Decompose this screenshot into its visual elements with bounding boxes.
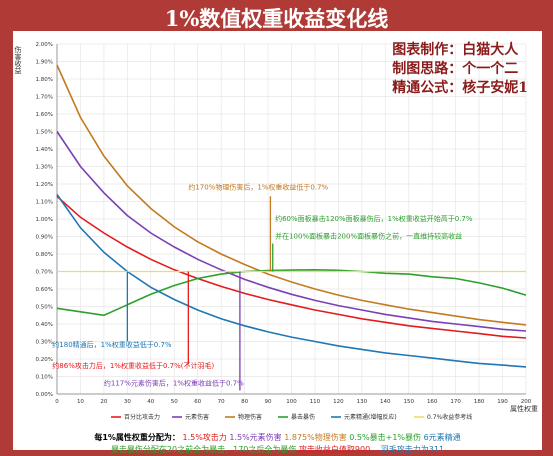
line-chart: 0 10 20 30 40 50 60 70 80 90 100 110 120 130 140 150 160… bbox=[14, 42, 538, 421]
footer-label: 每1%属性权重分配为： bbox=[94, 433, 180, 442]
footer-note: 羽毛攻击力为311 bbox=[380, 445, 445, 454]
x-tick-label: 90 bbox=[265, 399, 272, 405]
x-tick-label: 20 bbox=[100, 399, 107, 405]
y-axis-label: 伤害收益 bbox=[14, 45, 22, 74]
footer-note: 攻击收益白值取900， bbox=[298, 445, 379, 454]
x-tick-label: 10 bbox=[77, 399, 84, 405]
chart-panel: 0 10 20 30 40 50 60 70 80 90 100 110 120 130 140 150 160… bbox=[13, 31, 542, 454]
y-tick-label: 0.00% bbox=[36, 392, 53, 398]
y-tick-label: 1.90% bbox=[36, 60, 53, 66]
y-tick-label: 0.50% bbox=[36, 305, 53, 311]
x-tick-label: 40 bbox=[147, 399, 154, 405]
series-line bbox=[56, 194, 527, 368]
legend-label: 物理伤害 bbox=[238, 413, 262, 421]
series-line bbox=[56, 64, 527, 326]
x-tick-label: 70 bbox=[218, 399, 225, 405]
legend-label: 元素伤害 bbox=[185, 413, 209, 421]
annotation-text: 约60%面板暴击120%面板暴伤后，1%权重收益开始高于0.7% bbox=[275, 214, 473, 223]
x-tick-label: 170 bbox=[450, 399, 461, 405]
credit-author: 图表制作：白猫大人 bbox=[392, 42, 519, 58]
y-tick-label: 0.60% bbox=[36, 287, 53, 293]
x-tick-label: 180 bbox=[474, 399, 485, 405]
x-tick-label: 100 bbox=[286, 399, 297, 405]
y-tick-label: 1.50% bbox=[36, 130, 53, 136]
y-tick-label: 1.10% bbox=[36, 200, 53, 206]
footer-line-1: 每1%属性权重分配为： 1.5%攻击力 1.5%元素伤害 1.875%物理伤害 … bbox=[13, 432, 542, 444]
annotation-text: 约117%元素伤害后，1%权重收益低于0.7% bbox=[104, 378, 244, 387]
y-tick-label: 0.70% bbox=[36, 270, 53, 276]
footer-item: 0.5%暴击+1%暴伤 bbox=[349, 433, 422, 442]
x-tick-label: 60 bbox=[194, 399, 201, 405]
x-tick-label: 120 bbox=[333, 399, 344, 405]
x-tick-label: 80 bbox=[241, 399, 248, 405]
credits-block: 图表制作：白猫大人 制图思路：个一个二 精通公式：核子安妮1 bbox=[392, 41, 528, 98]
y-tick-label: 1.40% bbox=[36, 147, 53, 153]
x-tick-label: 50 bbox=[171, 399, 178, 405]
legend-label: 元素精通(增幅反应) bbox=[344, 413, 397, 421]
x-tick-label: 150 bbox=[404, 399, 415, 405]
y-tick-label: 1.60% bbox=[36, 112, 53, 118]
legend-label: 0.7%收益参考线 bbox=[427, 413, 472, 421]
y-tick-label: 1.30% bbox=[36, 165, 53, 171]
page-title: 1%数值权重收益变化线 bbox=[164, 6, 389, 31]
y-tick-label: 1.70% bbox=[36, 95, 53, 101]
footer-item: 1.875%物理伤害 bbox=[284, 433, 347, 442]
x-tick-label: 190 bbox=[497, 399, 508, 405]
footer-notes: 每1%属性权重分配为： 1.5%攻击力 1.5%元素伤害 1.875%物理伤害 … bbox=[13, 432, 542, 456]
footer-note: 暴击暴伤分配在20之前全为暴击，170之后全为暴伤 bbox=[110, 445, 299, 454]
annotation-text: 并在100%面板暴击200%面板暴伤之前，一直维持较高收益 bbox=[275, 231, 462, 240]
annotation-text: 约180精通后，1%权重收益低于0.7% bbox=[52, 340, 172, 349]
footer-item: 6元素精通 bbox=[423, 433, 461, 442]
x-tick-label: 30 bbox=[124, 399, 131, 405]
y-tick-label: 1.20% bbox=[36, 182, 53, 188]
x-tick-label: 130 bbox=[357, 399, 368, 405]
x-tick-label: 200 bbox=[521, 399, 532, 405]
footer-item: 1.5%元素伤害 bbox=[229, 433, 282, 442]
credit-formula: 精通公式：核子安妮1 bbox=[392, 80, 528, 96]
y-tick-label: 0.30% bbox=[36, 340, 53, 346]
credit-idea: 制图思路：个一个二 bbox=[392, 61, 519, 77]
y-tick-label: 0.80% bbox=[36, 252, 53, 258]
footer-item: 1.5%攻击力 bbox=[182, 433, 227, 442]
legend-label: 百分比攻击力 bbox=[124, 413, 160, 421]
footer-line-2: 暴击暴伤分配在20之前全为暴击，170之后全为暴伤 攻击收益白值取900， 羽毛… bbox=[13, 444, 542, 456]
y-tick-label: 1.80% bbox=[36, 77, 53, 83]
y-tick-label: 0.10% bbox=[36, 375, 53, 381]
series-line bbox=[56, 195, 527, 339]
y-tick-label: 0.40% bbox=[36, 322, 53, 328]
series-line bbox=[56, 268, 527, 317]
y-tick-label: 1.00% bbox=[36, 217, 53, 223]
x-tick-label: 0 bbox=[55, 399, 59, 405]
y-tick-label: 0.90% bbox=[36, 235, 53, 241]
x-tick-label: 140 bbox=[380, 399, 391, 405]
x-tick-label: 110 bbox=[310, 399, 321, 405]
x-tick-label: 160 bbox=[427, 399, 438, 405]
annotation-text: 约86%攻击力后，1%权重收益低于0.7%(不计羽毛) bbox=[52, 361, 214, 370]
legend-label: 暴击暴伤 bbox=[291, 413, 315, 421]
y-tick-label: 2.00% bbox=[36, 42, 53, 48]
y-tick-label: 0.20% bbox=[36, 357, 53, 363]
x-axis-label: 属性权重 bbox=[510, 404, 538, 413]
annotation-text: 约170%物理伤害后，1%权重收益低于0.7% bbox=[188, 182, 328, 191]
series-line bbox=[56, 131, 527, 332]
